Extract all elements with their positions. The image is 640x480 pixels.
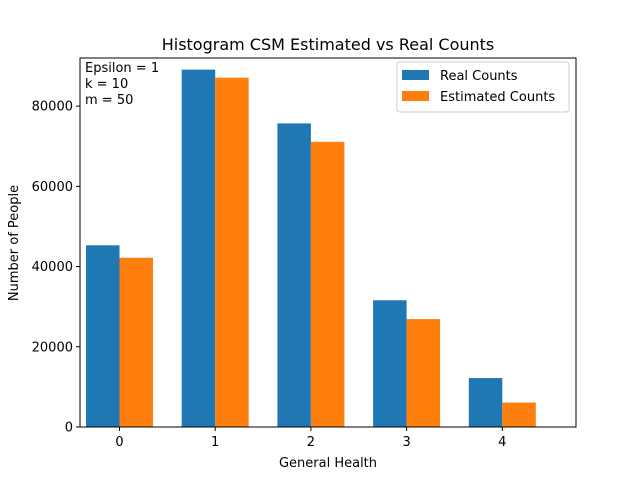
y-axis-label: Number of People	[7, 185, 22, 301]
x-tick-label: 2	[307, 435, 315, 450]
annotation-line: m = 50	[85, 93, 133, 108]
annotation-line: Epsilon = 1	[85, 61, 159, 76]
y-tick-label: 80000	[32, 100, 73, 115]
bar-real-0	[86, 245, 120, 427]
x-axis: 0 1 2 3 4	[115, 427, 506, 450]
legend-label: Real Counts	[440, 69, 518, 84]
plot-area	[79, 57, 577, 428]
parameter-annotation: Epsilon = 1k = 10m = 50	[85, 61, 159, 108]
legend-label: Estimated Counts	[440, 90, 555, 105]
x-tick-label: 3	[402, 435, 410, 450]
legend-swatch	[402, 70, 429, 80]
y-tick-label: 0	[65, 421, 73, 436]
y-tick-label: 60000	[32, 180, 73, 195]
bar-real-2	[277, 123, 311, 428]
legend-box	[396, 61, 570, 113]
bar-real-4	[468, 378, 503, 427]
y-tick-label: 40000	[32, 260, 73, 275]
bar-real-3	[373, 300, 407, 427]
bar-estimated-1	[215, 77, 249, 427]
bar-estimated-3	[406, 319, 441, 427]
axes-frame	[79, 57, 577, 428]
chart-title: Histogram CSM Estimated vs Real Counts	[162, 35, 495, 54]
bar-real-1	[181, 69, 216, 427]
annotation-line: k = 10	[85, 77, 128, 92]
bar-estimated-0	[119, 257, 153, 427]
x-tick-label: 1	[211, 435, 219, 450]
legend: Real Counts Estimated Counts	[396, 61, 570, 113]
x-tick-label: 0	[115, 435, 123, 450]
x-tick-label: 4	[498, 435, 506, 450]
x-axis-label: General Health	[279, 456, 377, 471]
legend-swatch	[402, 91, 429, 101]
y-tick-label: 20000	[32, 340, 73, 355]
bar-estimated-2	[310, 141, 345, 427]
bar-estimated-4	[502, 402, 536, 427]
y-axis: 0 20000 40000 60000 80000	[32, 100, 80, 436]
